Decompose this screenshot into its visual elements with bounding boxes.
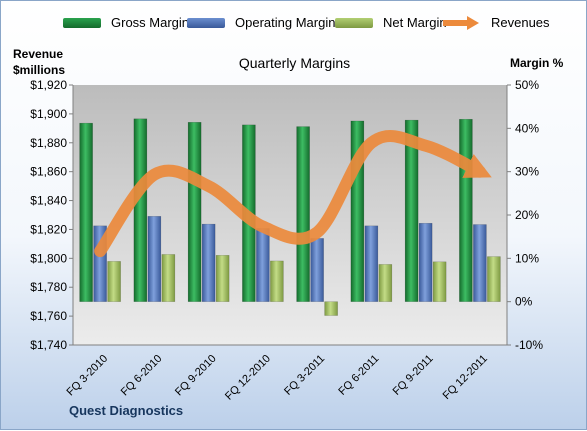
bar-operating-margin-fq-12-2010 <box>256 228 270 302</box>
legend-arrow-icon <box>443 15 479 30</box>
bar-operating-margin-fq-6-2011 <box>364 225 379 302</box>
bar-net-margin-fq-9-2010 <box>215 255 230 302</box>
bar-net-margin-fq-12-2010 <box>270 260 284 302</box>
legend-swatch-gross <box>63 17 101 28</box>
x-tick-label: FQ 12-2010 <box>223 353 273 403</box>
bar-gross-margin-fq-6-2010 <box>133 118 148 302</box>
bar-gross-margin-fq-12-2011 <box>459 118 473 302</box>
revenue-line-layer <box>94 130 492 258</box>
bar-net-margin-fq-6-2010 <box>161 254 176 302</box>
right-tick-label: -10% <box>515 338 543 352</box>
left-tick-label: $1,760 <box>30 309 67 323</box>
chart-title: Quarterly Margins <box>238 55 351 71</box>
left-tick-label: $1,780 <box>30 280 67 294</box>
right-tick-label: 40% <box>515 121 539 135</box>
x-tick-label: FQ 9-2010 <box>173 353 219 399</box>
left-tick-label: $1,800 <box>30 251 67 265</box>
right-tick-label: 20% <box>515 208 539 222</box>
revenues-line <box>94 130 492 258</box>
bar-operating-margin-fq-9-2010 <box>201 223 216 302</box>
bar-gross-margin-fq-3-2010 <box>79 122 93 302</box>
left-tick-label: $1,860 <box>30 165 67 179</box>
bar-gross-margin-fq-3-2011 <box>296 126 310 302</box>
x-tick-label: FQ 9-2011 <box>391 353 436 398</box>
legend-item-net-margin: Net Margin <box>335 15 447 30</box>
left-tick-label: $1,900 <box>30 107 67 121</box>
bar-net-margin-fq-9-2011 <box>432 261 447 302</box>
bar-net-margin-fq-3-2011 <box>324 301 338 316</box>
right-tick-label: 50% <box>515 78 539 92</box>
x-tick-label: FQ 12-2011 <box>441 353 490 402</box>
legend-swatch-operating <box>187 17 225 28</box>
bar-gross-margin-fq-9-2010 <box>187 122 202 302</box>
left-axis-title: Revenue $millions <box>13 46 65 78</box>
legend-item-operating-margin: Operating Margin <box>187 15 335 30</box>
legend: Gross Margin Operating Margin Net Margin… <box>1 1 587 41</box>
x-tick-label: FQ 3-2011 <box>282 353 327 398</box>
left-tick-label: $1,740 <box>30 338 67 352</box>
left-tick-label: $1,880 <box>30 136 67 150</box>
x-tick-label: FQ 6-2010 <box>119 353 165 399</box>
left-tick-label: $1,840 <box>30 194 67 208</box>
legend-label-net: Net Margin <box>383 15 447 30</box>
right-axis-title: Margin % <box>510 56 564 70</box>
legend-item-gross-margin: Gross Margin <box>63 15 189 30</box>
legend-item-revenues: Revenues <box>441 15 550 30</box>
right-tick-label: 30% <box>515 165 539 179</box>
x-tick-label: FQ 6-2011 <box>336 353 381 398</box>
company-name: Quest Diagnostics <box>69 403 184 418</box>
bar-operating-margin-fq-3-2011 <box>310 238 324 302</box>
bar-operating-margin-fq-12-2011 <box>473 224 487 302</box>
legend-label-operating: Operating Margin <box>235 15 336 30</box>
bar-operating-margin-fq-6-2010 <box>147 216 162 302</box>
bar-net-margin-fq-12-2011 <box>487 256 501 302</box>
legend-label-revenues: Revenues <box>491 15 550 30</box>
x-tick-label: FQ 3-2010 <box>65 353 111 399</box>
left-tick-label: $1,820 <box>30 222 67 236</box>
bar-gross-margin-fq-9-2011 <box>404 119 419 302</box>
bar-layer <box>79 118 501 316</box>
bar-net-margin-fq-6-2011 <box>378 264 393 302</box>
legend-label-gross: Gross Margin <box>111 15 190 30</box>
bar-net-margin-fq-3-2010 <box>107 261 121 302</box>
right-tick-label: 0% <box>515 295 533 309</box>
right-tick-label: 10% <box>515 251 539 265</box>
legend-swatch-net <box>335 17 373 28</box>
bar-operating-margin-fq-9-2011 <box>418 222 433 302</box>
left-axis-title-line2: $millions <box>13 63 66 77</box>
left-axis-title-line1: Revenue <box>13 47 64 61</box>
left-tick-label: $1,920 <box>30 78 67 92</box>
